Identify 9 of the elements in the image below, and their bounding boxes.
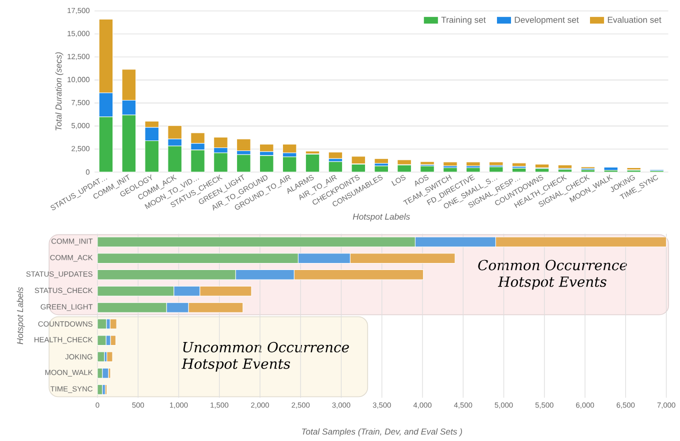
legend-label: Training set: [441, 16, 486, 25]
x-axis-title: Hotspot Labels: [352, 213, 410, 222]
x-axis-title: Total Samples (Train, Dev, and Eval Sets ): [302, 428, 462, 436]
legend-label: Development set: [514, 16, 579, 25]
legend-label: Evaluation set: [608, 16, 662, 23]
y-axis-title: Total Duration (secs): [55, 52, 64, 130]
band-label: Common Occurrence Hotspot Events: [478, 260, 627, 290]
band-label: Uncommon Occurrence Hotspot Events: [182, 342, 349, 372]
y-axis-title: Hotspot Labels: [16, 287, 25, 344]
